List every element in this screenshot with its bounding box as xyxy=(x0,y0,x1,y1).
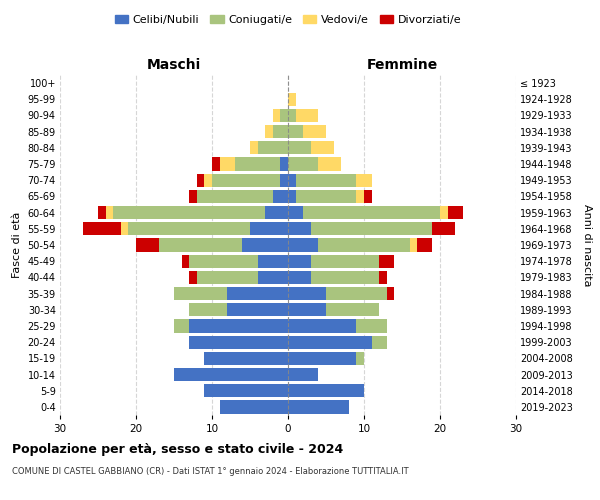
Bar xyxy=(159,238,242,252)
Bar xyxy=(182,254,189,268)
Bar xyxy=(311,222,433,235)
Bar xyxy=(364,190,371,203)
Bar xyxy=(128,222,250,235)
Bar xyxy=(227,303,288,316)
Bar xyxy=(257,141,288,154)
Bar xyxy=(189,336,288,349)
Bar xyxy=(288,222,311,235)
Bar xyxy=(220,400,288,413)
Bar xyxy=(311,141,334,154)
Bar xyxy=(288,174,296,187)
Bar xyxy=(288,368,319,381)
Bar xyxy=(227,287,288,300)
Text: Femmine: Femmine xyxy=(367,58,437,72)
Bar xyxy=(280,109,288,122)
Bar xyxy=(387,287,394,300)
Bar xyxy=(288,303,326,316)
Bar xyxy=(417,238,433,252)
Bar xyxy=(379,254,394,268)
Bar xyxy=(296,174,356,187)
Bar xyxy=(242,238,288,252)
Bar xyxy=(288,320,356,332)
Bar xyxy=(288,125,303,138)
Bar xyxy=(303,206,440,220)
Bar xyxy=(288,287,326,300)
Bar xyxy=(433,222,455,235)
Bar xyxy=(319,158,341,170)
Bar xyxy=(265,125,273,138)
Bar xyxy=(205,384,288,398)
Bar xyxy=(356,320,387,332)
Bar xyxy=(371,336,387,349)
Bar xyxy=(319,238,410,252)
Text: Maschi: Maschi xyxy=(147,58,201,72)
Bar xyxy=(174,368,288,381)
Bar xyxy=(296,109,319,122)
Bar xyxy=(288,254,311,268)
Bar xyxy=(356,352,364,365)
Bar xyxy=(235,158,280,170)
Bar xyxy=(288,270,311,284)
Bar xyxy=(303,125,326,138)
Bar xyxy=(197,174,205,187)
Bar xyxy=(83,222,121,235)
Bar xyxy=(265,206,288,220)
Bar xyxy=(356,190,364,203)
Bar xyxy=(440,206,448,220)
Bar xyxy=(197,270,257,284)
Bar xyxy=(379,270,387,284)
Bar xyxy=(174,287,227,300)
Bar xyxy=(311,254,379,268)
Bar xyxy=(212,158,220,170)
Bar xyxy=(273,190,288,203)
Bar xyxy=(326,303,379,316)
Bar xyxy=(280,174,288,187)
Bar xyxy=(205,352,288,365)
Bar xyxy=(356,174,371,187)
Bar xyxy=(205,174,212,187)
Bar xyxy=(288,238,319,252)
Bar xyxy=(174,320,189,332)
Bar xyxy=(250,222,288,235)
Bar xyxy=(189,270,197,284)
Bar xyxy=(288,92,296,106)
Bar xyxy=(273,125,288,138)
Bar xyxy=(288,352,356,365)
Bar xyxy=(410,238,417,252)
Bar xyxy=(326,287,387,300)
Bar xyxy=(288,109,296,122)
Bar xyxy=(257,254,288,268)
Text: Popolazione per età, sesso e stato civile - 2024: Popolazione per età, sesso e stato civil… xyxy=(12,442,343,456)
Bar xyxy=(98,206,106,220)
Bar xyxy=(296,190,356,203)
Bar xyxy=(136,238,159,252)
Bar xyxy=(189,320,288,332)
Y-axis label: Fasce di età: Fasce di età xyxy=(12,212,22,278)
Bar xyxy=(273,109,280,122)
Bar xyxy=(189,254,257,268)
Bar xyxy=(189,190,197,203)
Bar xyxy=(121,222,128,235)
Bar xyxy=(257,270,288,284)
Bar xyxy=(448,206,463,220)
Y-axis label: Anni di nascita: Anni di nascita xyxy=(583,204,592,286)
Bar xyxy=(288,206,303,220)
Bar xyxy=(106,206,113,220)
Text: COMUNE DI CASTEL GABBIANO (CR) - Dati ISTAT 1° gennaio 2024 - Elaborazione TUTTI: COMUNE DI CASTEL GABBIANO (CR) - Dati IS… xyxy=(12,468,409,476)
Bar xyxy=(311,270,379,284)
Bar xyxy=(288,384,364,398)
Bar xyxy=(288,141,311,154)
Legend: Celibi/Nubili, Coniugati/e, Vedovi/e, Divorziati/e: Celibi/Nubili, Coniugati/e, Vedovi/e, Di… xyxy=(110,10,466,29)
Bar xyxy=(197,190,273,203)
Bar xyxy=(250,141,257,154)
Bar xyxy=(280,158,288,170)
Bar xyxy=(113,206,265,220)
Bar xyxy=(212,174,280,187)
Bar xyxy=(288,336,371,349)
Bar xyxy=(189,303,227,316)
Bar xyxy=(288,190,296,203)
Bar xyxy=(220,158,235,170)
Bar xyxy=(288,400,349,413)
Bar xyxy=(288,158,319,170)
